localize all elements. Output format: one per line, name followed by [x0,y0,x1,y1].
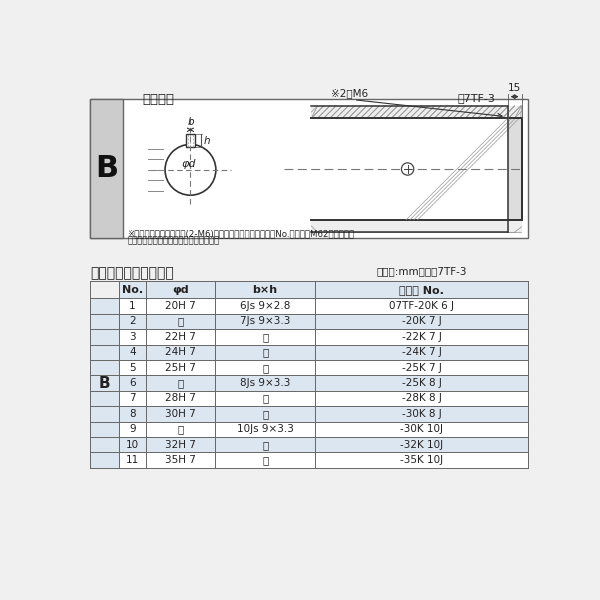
Text: -25K 8 J: -25K 8 J [401,378,442,388]
Text: -20K 7 J: -20K 7 J [401,316,442,326]
Text: 6: 6 [129,378,136,388]
Text: φd: φd [172,285,189,295]
Text: 1: 1 [129,301,136,311]
Text: 〃: 〃 [262,362,268,373]
Bar [311,106,521,118]
Text: 07TF-20K 6 J: 07TF-20K 6 J [389,301,454,311]
Bar [119,360,528,376]
Text: B: B [99,376,110,391]
Text: -30K 8 J: -30K 8 J [401,409,442,419]
Bar [311,220,521,232]
Text: -35K 10J: -35K 10J [400,455,443,465]
Text: φd: φd [182,160,196,169]
Text: 15: 15 [508,83,521,93]
Text: -32K 10J: -32K 10J [400,440,443,449]
Text: b: b [187,116,194,127]
Text: 〃: 〃 [262,394,268,403]
Text: 〃: 〃 [178,378,184,388]
Text: 7: 7 [129,394,136,403]
Bar [119,406,528,422]
Text: 30H 7: 30H 7 [165,409,196,419]
Text: 22H 7: 22H 7 [165,332,196,342]
Text: コード No.: コード No. [399,285,444,295]
Bar [119,391,528,406]
Text: 〃: 〃 [262,409,268,419]
Text: 10: 10 [126,440,139,449]
Text: 8Js 9×3.3: 8Js 9×3.3 [240,378,290,388]
Bar [91,298,119,468]
Text: 4: 4 [129,347,136,357]
Text: b×h: b×h [253,285,278,295]
Text: 35H 7: 35H 7 [165,455,196,465]
Bar [119,329,528,344]
Text: -25K 7 J: -25K 7 J [401,362,442,373]
Bar [186,134,194,146]
Text: 25H 7: 25H 7 [165,362,196,373]
Bar [508,118,521,220]
Bar [119,314,528,329]
Text: 〃: 〃 [262,347,268,357]
Bar [119,422,528,437]
Text: 32H 7: 32H 7 [165,440,196,449]
Text: 〃: 〃 [178,316,184,326]
Text: 6Js 9×2.8: 6Js 9×2.8 [240,301,290,311]
Bar [119,376,528,391]
Text: 3: 3 [129,332,136,342]
Text: （単位:mm）　表7TF-3: （単位:mm） 表7TF-3 [377,266,467,276]
Text: -24K 7 J: -24K 7 J [401,347,442,357]
Text: -28K 8 J: -28K 8 J [401,394,442,403]
Bar [119,452,528,468]
Text: 軸穴形状: 軸穴形状 [142,93,174,106]
Text: B: B [95,154,118,183]
Text: h: h [204,136,211,146]
Text: 〃: 〃 [262,332,268,342]
Bar [119,281,528,298]
Text: 〃: 〃 [262,455,268,465]
Bar [91,99,123,238]
Bar [119,344,528,360]
Text: ※2－M6: ※2－M6 [331,88,368,98]
Text: -22K 7 J: -22K 7 J [401,332,442,342]
Bar [119,437,528,452]
Text: ※セットボルト用タップ(2-M6)が必要な場合は右記コードNo.の末尾にM62を付ける。: ※セットボルト用タップ(2-M6)が必要な場合は右記コードNo.の末尾にM62を… [127,229,355,238]
Bar [91,99,528,238]
Text: 〃: 〃 [262,440,268,449]
Text: 5: 5 [129,362,136,373]
Text: 軸穴形状コード一覧表: 軸穴形状コード一覧表 [91,266,174,280]
Text: 10Js 9×3.3: 10Js 9×3.3 [237,424,293,434]
Text: 20H 7: 20H 7 [165,301,196,311]
Text: 2: 2 [129,316,136,326]
Text: 図7TF-3: 図7TF-3 [458,93,496,103]
Text: 9: 9 [129,424,136,434]
Text: -30K 10J: -30K 10J [400,424,443,434]
Text: 〃: 〃 [178,424,184,434]
Text: 8: 8 [129,409,136,419]
Text: （セットボルトは付属されています。）: （セットボルトは付属されています。） [127,236,220,245]
Text: 7Js 9×3.3: 7Js 9×3.3 [240,316,290,326]
Bar [119,298,528,314]
Text: 24H 7: 24H 7 [165,347,196,357]
Text: No.: No. [122,285,143,295]
Text: 11: 11 [126,455,139,465]
Text: 28H 7: 28H 7 [165,394,196,403]
